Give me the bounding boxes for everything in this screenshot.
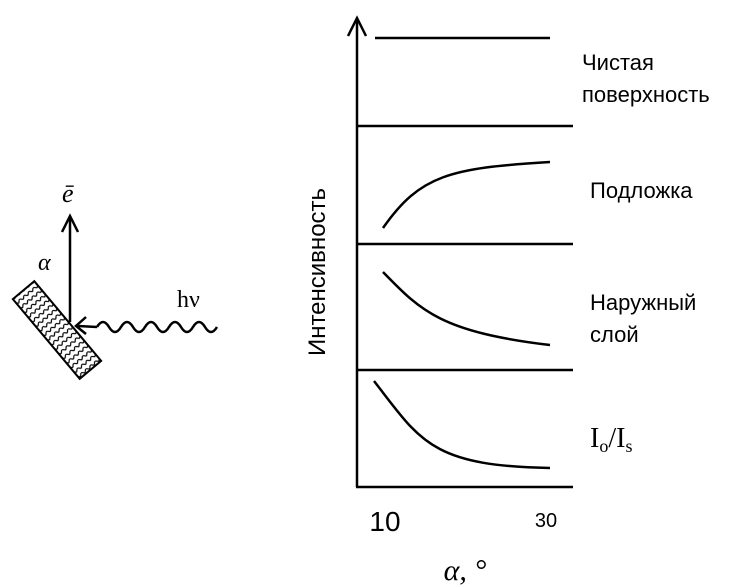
panel-label: Чистая — [582, 50, 654, 75]
curve — [381, 160, 551, 229]
sample-scheme: ē α hν — [11, 179, 219, 381]
panel-label: поверхность — [582, 82, 710, 107]
panel-label: Io/Is — [590, 423, 632, 456]
ratio-part: I — [590, 423, 599, 454]
plot: Интенсивность 10 30 α, ° Чистая поверхно… — [304, 15, 710, 587]
panel-label: слой — [590, 322, 639, 347]
x-tick-label: 30 — [535, 510, 557, 532]
axis-arrow — [346, 15, 368, 37]
x-axis-label: α, ° — [444, 554, 487, 587]
x-tick-label: 10 — [369, 506, 400, 537]
photon-arrow — [74, 316, 98, 335]
ratio-part: /I — [608, 423, 625, 454]
ratio-sub: o — [599, 436, 608, 456]
arrow-head — [60, 213, 80, 233]
y-axis-label: Интенсивность — [304, 188, 331, 356]
photon-wave — [95, 320, 219, 334]
curve — [373, 380, 551, 470]
angle-label: α — [38, 250, 51, 276]
panel-label: Подложка — [590, 178, 693, 203]
ratio-sub: s — [625, 436, 632, 456]
sample — [11, 279, 103, 381]
curve — [382, 271, 551, 347]
electron-label: ē — [62, 179, 74, 208]
panel-label: Наружный — [590, 290, 696, 315]
photon-label: hν — [177, 287, 200, 313]
